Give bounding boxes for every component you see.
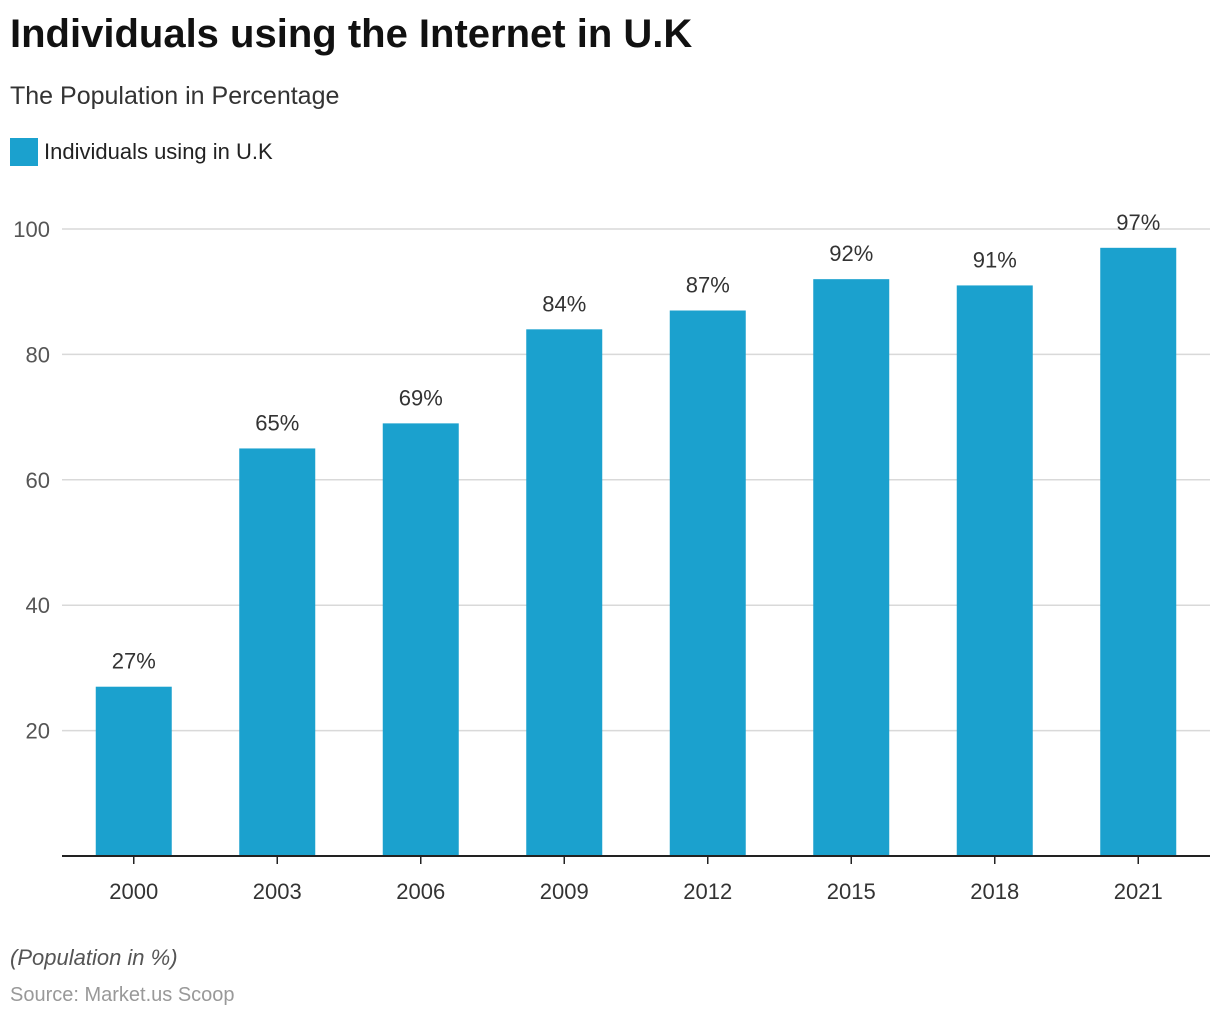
chart-legend: Individuals using in U.K [10, 138, 273, 166]
data-label: 91% [973, 247, 1017, 272]
y-tick-label: 100 [13, 217, 50, 242]
x-tick-label: 2018 [970, 879, 1019, 904]
data-label: 27% [112, 649, 156, 674]
x-tick-label: 2015 [827, 879, 876, 904]
data-label: 97% [1116, 210, 1160, 235]
data-label: 87% [686, 273, 730, 298]
y-tick-label: 40 [26, 593, 50, 618]
y-tick-label: 20 [26, 719, 50, 744]
bar [239, 448, 316, 856]
x-tick-label: 2012 [683, 879, 732, 904]
bar [1100, 247, 1177, 856]
bar [382, 423, 459, 856]
units-note: (Population in %) [10, 945, 178, 970]
data-label: 65% [255, 410, 299, 435]
chart-subtitle: The Population in Percentage [10, 82, 340, 110]
bar [526, 329, 603, 856]
bar [669, 310, 746, 856]
source-credit: Source: Market.us Scoop [10, 984, 235, 1006]
data-label: 69% [399, 385, 443, 410]
legend-swatch [10, 138, 38, 166]
chart-title: Individuals using the Internet in U.K [10, 12, 693, 56]
y-tick-label: 80 [26, 342, 50, 367]
bar [813, 279, 890, 856]
x-tick-label: 2009 [540, 879, 589, 904]
x-tick-label: 2021 [1114, 879, 1163, 904]
bar [956, 285, 1033, 856]
x-tick-label: 2006 [396, 879, 445, 904]
y-tick-label: 60 [26, 468, 50, 493]
x-tick-label: 2003 [253, 879, 302, 904]
x-tick-label: 2000 [109, 879, 158, 904]
legend-label: Individuals using in U.K [44, 139, 273, 164]
bar [95, 686, 172, 856]
data-label: 84% [542, 291, 586, 316]
data-label: 92% [829, 241, 873, 266]
